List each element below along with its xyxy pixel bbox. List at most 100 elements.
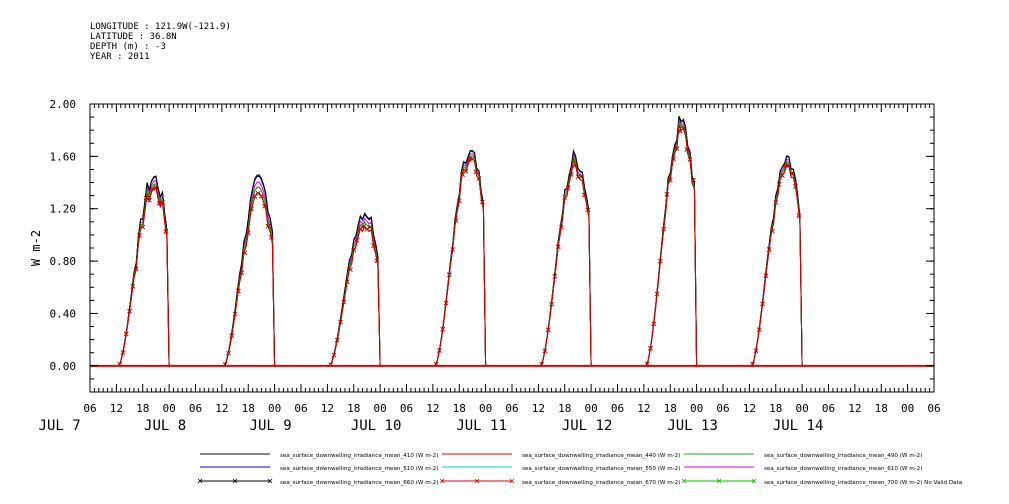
series-marker [667,177,673,183]
series-marker [447,272,452,277]
x-tick-label: 00 [479,402,492,415]
series-marker [374,258,380,264]
series-marker [763,273,769,278]
series-marker [562,195,568,200]
series-marker [150,186,155,192]
series-marker [549,301,554,307]
legend-entry: sea_surface_downwelling_irradiance_mean_… [764,466,922,472]
x-tick-label: 06 [822,402,835,415]
series-marker [120,350,126,355]
series-marker [760,301,765,307]
x-tick-label: 12 [426,402,439,415]
series-marker [658,258,663,264]
series-marker [269,235,274,240]
x-tick-label: 00 [901,402,914,415]
series-marker [756,327,762,332]
series-line-4 [90,116,934,367]
y-tick-label: 1.60 [50,150,77,163]
series-marker [338,319,343,325]
series-marker [239,270,244,275]
series-marker [552,273,558,279]
series-layer [90,115,934,367]
x-tick-label: 00 [374,402,387,415]
series-marker [776,181,782,187]
series-marker [443,300,449,306]
series-line-0 [90,115,934,367]
metadata-header: LONGITUDE : 121.9W(-121.9) LATITUDE : 36… [90,22,231,62]
series-marker [789,171,795,176]
series-marker [664,192,670,197]
legend-entry: sea_surface_downwelling_irradiance_mean_… [764,480,962,486]
legend-marker [509,478,515,484]
series-marker [565,185,571,191]
series-marker [364,226,370,232]
legend-entry: sea_surface_downwelling_irradiance_mean_… [522,480,680,486]
series-marker [470,156,475,162]
series-marker [229,333,235,338]
x-tick-label: 18 [875,402,888,415]
x-tick-label: 06 [927,402,940,415]
series-marker [572,163,577,169]
x-tick-label: 18 [664,402,677,415]
series-marker [753,348,759,353]
series-marker [137,233,142,238]
legend-marker [716,478,722,484]
series-marker [463,168,469,174]
x-tick-label: 00 [585,402,598,415]
x-tick-label: 06 [716,402,729,415]
y-axis-label: W m-2 [29,230,43,266]
series-marker [344,279,350,285]
series-marker [770,228,775,234]
series-marker [480,199,485,205]
series-marker [674,146,680,151]
series-marker [130,284,136,289]
series-marker [242,250,248,256]
legend-marker [232,478,238,484]
series-marker [153,185,159,190]
series-marker [156,201,162,206]
series-marker [361,224,366,229]
x-tick-label: 18 [136,402,149,415]
series-marker [143,195,149,201]
legend-entry: sea_surface_downwelling_irradiance_mean_… [764,453,922,459]
series-marker [661,226,666,232]
series-marker [773,200,779,205]
series-marker [585,207,591,213]
series-marker [334,337,340,343]
year-label: YEAR : 2011 [90,52,150,62]
series-marker [351,247,357,253]
series-line-3 [90,116,934,367]
depth-label: DEPTH (m) : -3 [90,42,166,52]
series-marker [245,230,251,236]
x-tick-label: 12 [532,402,545,415]
x-tick-label: 06 [294,402,307,415]
series-marker [147,197,152,203]
x-tick-label: 18 [558,402,571,415]
x-date-label: JUL 7 [39,418,81,434]
series-marker [265,223,271,229]
series-line-7 [90,125,934,367]
x-tick-label: 12 [848,402,861,415]
series-marker [249,206,254,212]
y-tick-label: 0.00 [50,360,77,373]
series-marker [262,203,268,209]
series-marker [331,352,337,358]
series-line-2 [90,122,934,367]
legend-marker [197,478,203,484]
x-tick-label: 12 [321,402,334,415]
x-tick-label: 18 [769,402,782,415]
series-marker [687,157,693,162]
plot-frame [89,103,935,393]
series-marker [226,350,231,356]
x-tick-label: 12 [637,402,650,415]
legend-entry: sea_surface_downwelling_irradiance_mean_… [280,466,438,472]
series-marker [766,247,772,252]
series-marker [358,226,363,232]
series-marker [453,218,459,223]
x-tick-label: 18 [242,402,255,415]
y-tick-label: 2.00 [50,98,77,111]
legend-marker [474,478,480,484]
series-line-1 [90,122,934,367]
x-tick-label: 00 [268,402,281,415]
series-marker [786,163,792,168]
